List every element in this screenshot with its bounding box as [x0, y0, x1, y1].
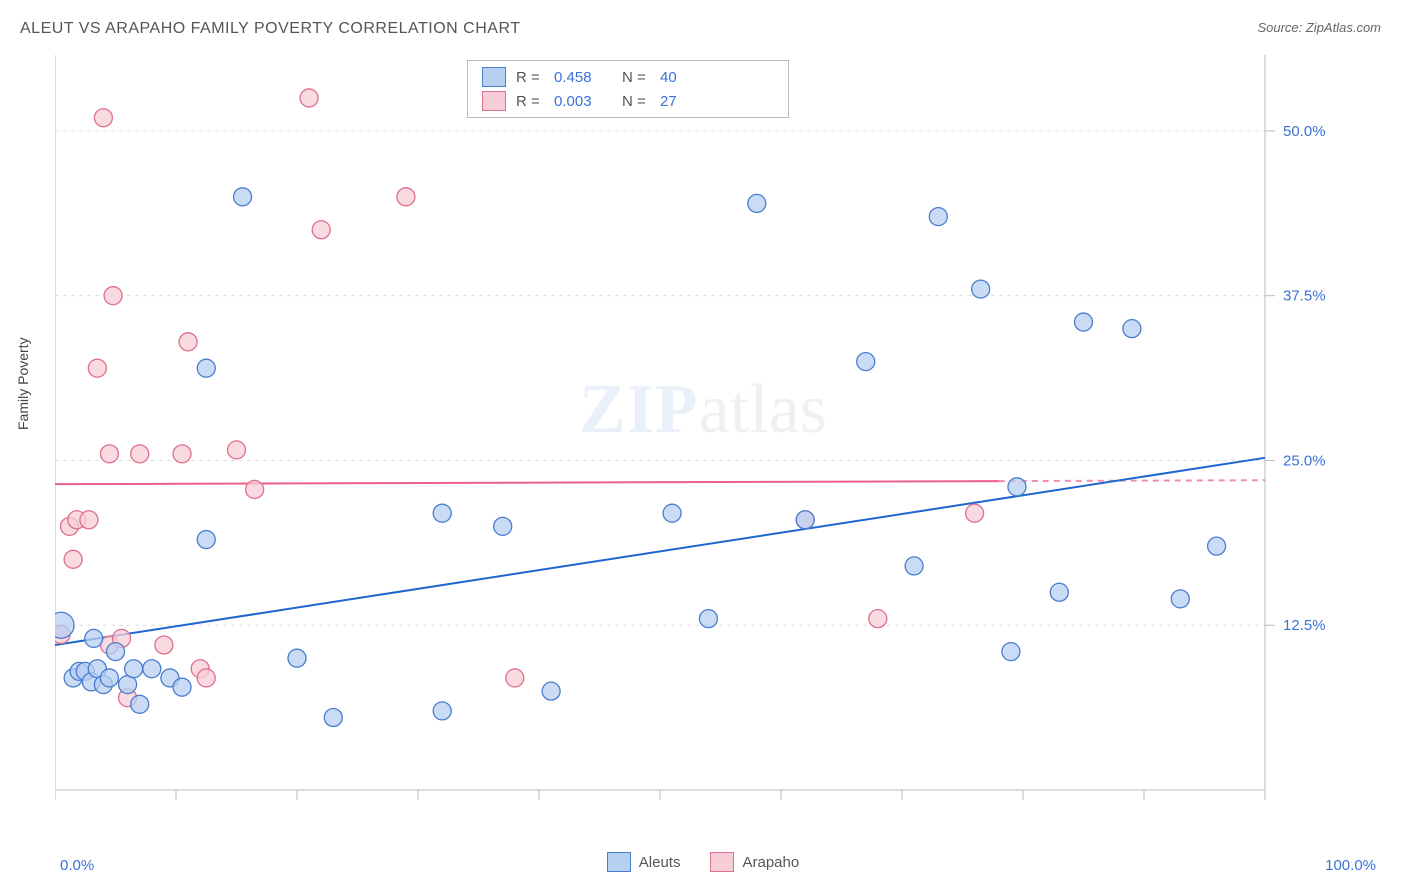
legend-item-aleuts: Aleuts [607, 852, 681, 872]
data-point [131, 695, 149, 713]
ytick-label: 50.0% [1283, 123, 1326, 140]
legend-label: Arapaho [742, 854, 799, 871]
legend-row-aleuts: R = 0.458 N = 40 [468, 65, 788, 89]
data-point [506, 669, 524, 687]
data-point [905, 557, 923, 575]
data-point [143, 660, 161, 678]
data-point [179, 333, 197, 351]
data-point [663, 504, 681, 522]
data-point [542, 682, 560, 700]
data-point [131, 445, 149, 463]
data-point [88, 359, 106, 377]
data-point [869, 610, 887, 628]
data-point [397, 188, 415, 206]
data-point [1123, 320, 1141, 338]
data-point [1208, 537, 1226, 555]
data-point [197, 669, 215, 687]
data-point [1002, 643, 1020, 661]
data-point [433, 702, 451, 720]
r-value-arapaho: 0.003 [554, 93, 612, 110]
data-point [300, 89, 318, 107]
y-axis-label: Family Poverty [15, 337, 31, 430]
data-point [64, 550, 82, 568]
data-point [104, 287, 122, 305]
swatch-icon [482, 91, 506, 111]
data-point [929, 208, 947, 226]
source-label: Source: ZipAtlas.com [1257, 20, 1381, 35]
ytick-label: 37.5% [1283, 288, 1326, 305]
plot-container: 12.5% 25.0% 37.5% 50.0% [55, 55, 1340, 825]
data-point [125, 660, 143, 678]
data-point [312, 221, 330, 239]
ytick-label: 12.5% [1283, 617, 1326, 634]
data-point [288, 649, 306, 667]
data-point [433, 504, 451, 522]
data-point [857, 353, 875, 371]
data-point [234, 188, 252, 206]
data-point [197, 359, 215, 377]
data-point [100, 669, 118, 687]
data-point [972, 280, 990, 298]
series-legend: Aleuts Arapaho [0, 852, 1406, 872]
swatch-icon [710, 852, 734, 872]
data-point [1075, 313, 1093, 331]
data-point [246, 480, 264, 498]
data-point [94, 109, 112, 127]
data-point [155, 636, 173, 654]
data-point [748, 194, 766, 212]
n-value-arapaho: 27 [660, 93, 677, 110]
data-point [80, 511, 98, 529]
data-point [228, 441, 246, 459]
swatch-icon [607, 852, 631, 872]
scatter-plot: 12.5% 25.0% 37.5% 50.0% [55, 55, 1340, 825]
correlation-legend: R = 0.458 N = 40 R = 0.003 N = 27 [467, 60, 789, 118]
data-point [699, 610, 717, 628]
legend-item-arapaho: Arapaho [710, 852, 799, 872]
swatch-icon [482, 67, 506, 87]
data-point [173, 678, 191, 696]
data-point [966, 504, 984, 522]
r-value-aleuts: 0.458 [554, 69, 612, 86]
ytick-label: 25.0% [1283, 452, 1326, 469]
data-point [55, 612, 74, 638]
legend-row-arapaho: R = 0.003 N = 27 [468, 89, 788, 113]
data-point [1050, 583, 1068, 601]
data-point [85, 629, 103, 647]
data-point [107, 643, 125, 661]
data-point [1171, 590, 1189, 608]
data-point [494, 517, 512, 535]
n-value-aleuts: 40 [660, 69, 677, 86]
data-point [100, 445, 118, 463]
data-point [173, 445, 191, 463]
data-point [796, 511, 814, 529]
data-point [197, 531, 215, 549]
data-point [324, 709, 342, 727]
data-point [1008, 478, 1026, 496]
legend-label: Aleuts [639, 854, 681, 871]
chart-title: ALEUT VS ARAPAHO FAMILY POVERTY CORRELAT… [20, 20, 520, 37]
